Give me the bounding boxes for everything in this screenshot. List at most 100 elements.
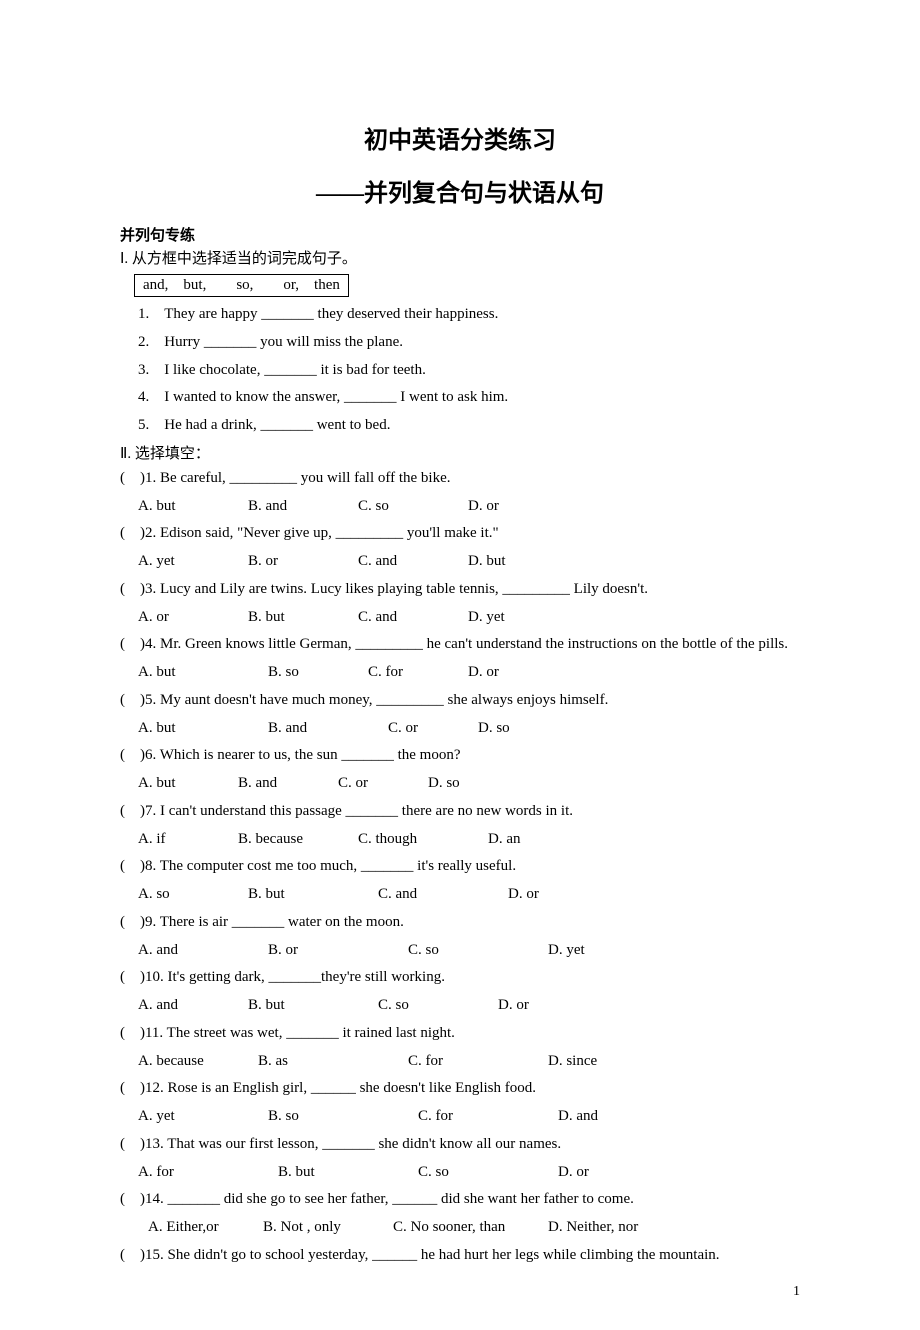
mcq-option: D. since [548, 1048, 597, 1076]
mcq-options: A. butB. andC. soD. or [120, 493, 800, 521]
mcq-option: A. and [138, 992, 248, 1020]
mcq-options: A. butB. andC. orD. so [120, 770, 800, 798]
mcq-option: D. or [558, 1159, 589, 1187]
mcq-option: A. so [138, 881, 248, 909]
subtitle: ——并列复合句与状语从句 [120, 173, 800, 208]
mcq-option: B. but [248, 992, 378, 1020]
mcq-option: A. yet [138, 548, 248, 576]
mcq-options: A. butB. andC. orD. so [120, 715, 800, 743]
mcq-question: ( )3. Lucy and Lily are twins. Lucy like… [120, 576, 800, 604]
mcq-option: A. for [138, 1159, 278, 1187]
mcq-question: ( )6. Which is nearer to us, the sun ___… [120, 742, 800, 770]
mcq-question: ( )2. Edison said, "Never give up, _____… [120, 520, 800, 548]
mcq-option: B. Not , only [263, 1214, 393, 1242]
mcq-option: B. but [278, 1159, 418, 1187]
mcq-options: A. andB. butC. soD. or [120, 992, 800, 1020]
mcq-option: D. but [468, 548, 506, 576]
mcq-option: B. or [248, 548, 358, 576]
mcq-options: A. andB. orC. soD. yet [120, 937, 800, 965]
section-heading: 并列句专练 [120, 224, 800, 245]
mcq-options: A. Either,orB. Not , onlyC. No sooner, t… [120, 1214, 800, 1242]
mcq-option: D. so [478, 715, 510, 743]
mcq-option: C. so [418, 1159, 558, 1187]
fill-item: 2. Hurry _______ you will miss the plane… [120, 329, 800, 357]
mcq-option: D. or [468, 659, 499, 687]
mcq-question: ( )13. That was our first lesson, ______… [120, 1131, 800, 1159]
mcq-question: ( )15. She didn't go to school yesterday… [120, 1242, 800, 1270]
mcq-option: C. for [368, 659, 468, 687]
mcq-option: D. Neither, nor [548, 1214, 638, 1242]
mcq-question: ( )4. Mr. Green knows little German, ___… [120, 631, 800, 659]
fill-item: 1. They are happy _______ they deserved … [120, 301, 800, 329]
mcq-option: D. yet [468, 604, 505, 632]
mcq-option: B. but [248, 604, 358, 632]
mcq-option: D. an [488, 826, 521, 854]
mcq-option: B. and [268, 715, 388, 743]
page-container: 初中英语分类练习 ——并列复合句与状语从句 并列句专练 Ⅰ. 从方框中选择适当的… [0, 0, 920, 1330]
mcq-options: A. becauseB. asC. forD. since [120, 1048, 800, 1076]
fill-item: 3. I like chocolate, _______ it is bad f… [120, 357, 800, 385]
mcq-option: B. as [258, 1048, 408, 1076]
mcq-container: ( )1. Be careful, _________ you will fal… [120, 465, 800, 1270]
mcq-option: C. so [408, 937, 548, 965]
main-title: 初中英语分类练习 [120, 120, 800, 155]
mcq-option: D. yet [548, 937, 585, 965]
mcq-option: B. so [268, 659, 368, 687]
mcq-option: C. so [358, 493, 468, 521]
mcq-options: A. orB. butC. andD. yet [120, 604, 800, 632]
part1-instruction: Ⅰ. 从方框中选择适当的词完成句子。 [120, 247, 800, 268]
mcq-option: B. but [248, 881, 378, 909]
mcq-option: C. and [358, 604, 468, 632]
mcq-option: A. if [138, 826, 238, 854]
mcq-options: A. yetB. orC. andD. but [120, 548, 800, 576]
mcq-question: ( )11. The street was wet, _______ it ra… [120, 1020, 800, 1048]
mcq-question: ( )5. My aunt doesn't have much money, _… [120, 687, 800, 715]
mcq-option: B. and [248, 493, 358, 521]
mcq-options: A. ifB. becauseC. thoughD. an [120, 826, 800, 854]
mcq-question: ( )10. It's getting dark, _______they're… [120, 964, 800, 992]
mcq-options: A. yetB. soC. forD. and [120, 1103, 800, 1131]
mcq-option: A. because [138, 1048, 258, 1076]
mcq-option: C. though [358, 826, 488, 854]
mcq-option: A. but [138, 770, 238, 798]
mcq-option: C. so [378, 992, 498, 1020]
page-number: 1 [793, 1284, 800, 1300]
mcq-options: A. butB. soC. forD. or [120, 659, 800, 687]
mcq-option: B. because [238, 826, 358, 854]
mcq-option: D. or [498, 992, 529, 1020]
mcq-option: A. and [138, 937, 268, 965]
mcq-option: D. or [508, 881, 539, 909]
mcq-option: C. or [338, 770, 428, 798]
mcq-options: A. soB. butC. andD. or [120, 881, 800, 909]
mcq-option: C. or [388, 715, 478, 743]
mcq-option: B. and [238, 770, 338, 798]
fill-item: 4. I wanted to know the answer, _______ … [120, 384, 800, 412]
mcq-option: C. for [408, 1048, 548, 1076]
fill-item: 5. He had a drink, _______ went to bed. [120, 412, 800, 440]
mcq-option: C. and [378, 881, 508, 909]
part2-instruction: Ⅱ. 选择填空： [120, 442, 800, 463]
mcq-option: C. and [358, 548, 468, 576]
mcq-option: B. so [268, 1103, 418, 1131]
mcq-option: D. and [558, 1103, 598, 1131]
mcq-question: ( )12. Rose is an English girl, ______ s… [120, 1075, 800, 1103]
mcq-option: A. but [138, 715, 268, 743]
mcq-question: ( )8. The computer cost me too much, ___… [120, 853, 800, 881]
mcq-question: ( )1. Be careful, _________ you will fal… [120, 465, 800, 493]
mcq-option: D. or [468, 493, 499, 521]
mcq-option: A. yet [138, 1103, 268, 1131]
mcq-option: D. so [428, 770, 460, 798]
mcq-option: C. No sooner, than [393, 1214, 548, 1242]
mcq-option: A. but [138, 659, 268, 687]
mcq-option: C. for [418, 1103, 558, 1131]
mcq-option: A. Either,or [148, 1214, 263, 1242]
mcq-option: B. or [268, 937, 408, 965]
word-box: and, but, so, or, then [134, 274, 349, 297]
mcq-question: ( )14. _______ did she go to see her fat… [120, 1186, 800, 1214]
mcq-option: A. or [138, 604, 248, 632]
fill-container: 1. They are happy _______ they deserved … [120, 301, 800, 440]
mcq-option: A. but [138, 493, 248, 521]
mcq-question: ( )9. There is air _______ water on the … [120, 909, 800, 937]
mcq-question: ( )7. I can't understand this passage __… [120, 798, 800, 826]
mcq-options: A. forB. butC. soD. or [120, 1159, 800, 1187]
